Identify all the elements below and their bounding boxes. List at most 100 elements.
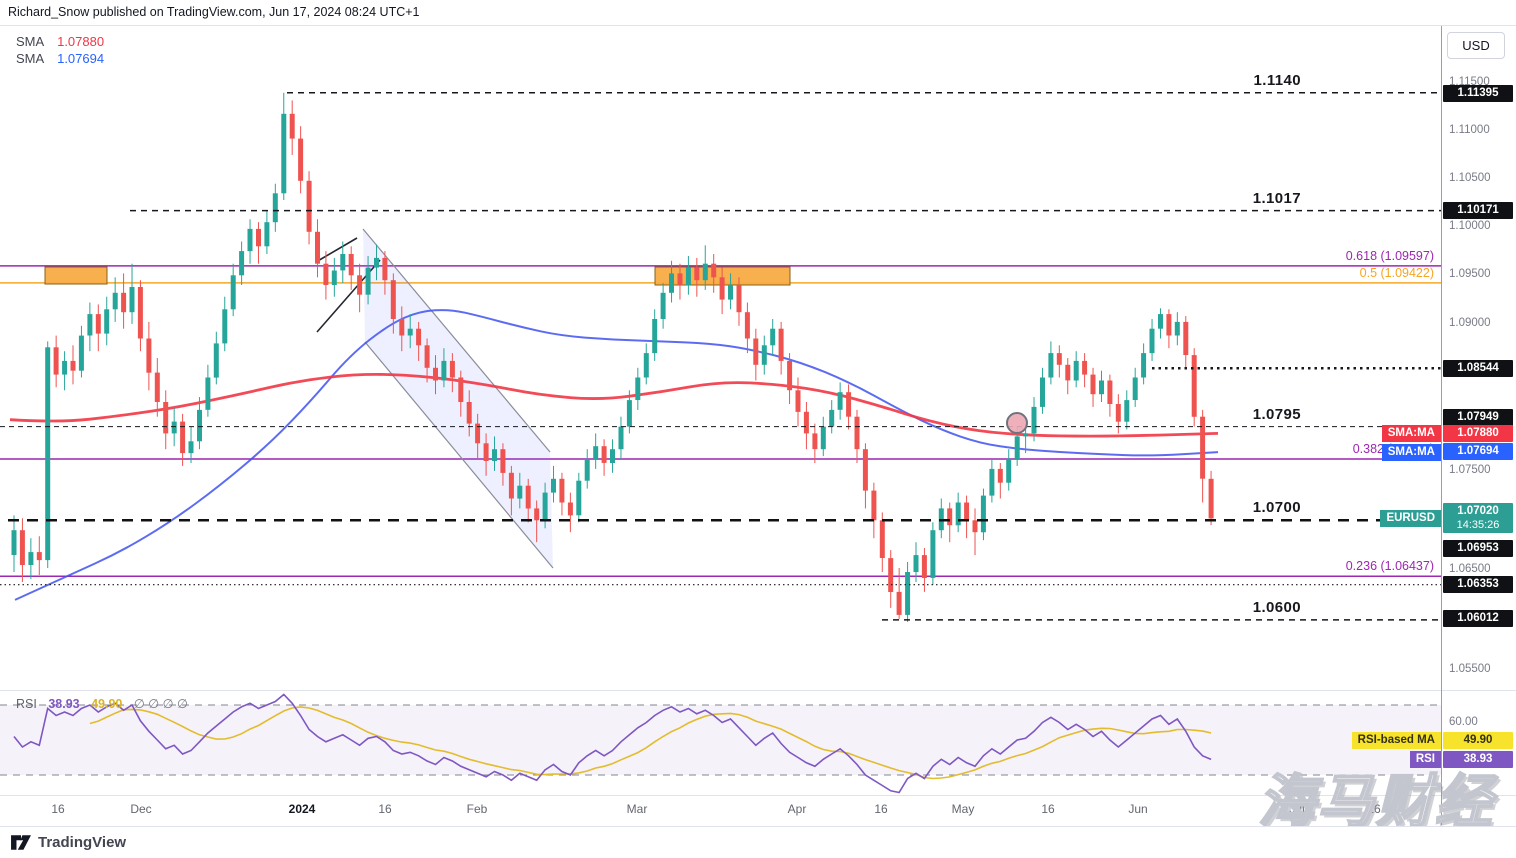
sma-fast-legend: SMA 1.07880 [16,33,104,50]
level-label-0.618-1.09597-: 0.618 (1.09597) [1345,248,1434,263]
time-tick-Mar[interactable]: Mar [626,802,648,816]
candle-body [1090,374,1096,395]
footer-bar: TradingView [0,826,1516,858]
supply-zone-box[interactable] [44,266,108,285]
candles [11,92,1214,622]
axis-separator [0,795,1516,796]
tradingview-logo[interactable]: TradingView [10,833,126,852]
candle-body [1065,364,1071,381]
scale-chip-rsi: RSI [1409,751,1441,769]
candle-body [778,328,784,361]
candle-body [112,292,118,310]
scale-chip-eurusd: EURUSD [1380,510,1441,528]
time-tick-Jun[interactable]: Jun [1128,802,1148,816]
candle-body [298,138,304,181]
level-label-1.1017: 1.1017 [1252,189,1301,207]
rsi-ma-line[interactable] [89,706,1212,780]
candle-body [53,347,59,375]
candle-body [576,480,582,516]
level-label-0.236-1.06437-: 0.236 (1.06437) [1345,559,1434,574]
channel-upper-line[interactable] [362,228,551,453]
candle-body [930,530,936,578]
candle-body [711,263,717,278]
price-tick-1.10500: 1.10500 [1449,171,1491,184]
candle-body [315,231,320,264]
candle-body [36,552,42,561]
price-scale[interactable]: 1.11500 1.11000 1.10500 1.10000 1.09500 1.090… [1441,25,1516,825]
candle-body [879,520,885,558]
candle-body [449,360,455,378]
candle-body [1191,355,1197,417]
price-badge-1.10171: 1.10171 [1443,202,1513,220]
price-scale-divider[interactable] [1441,25,1442,825]
price-badge-38.93: 38.93 [1443,750,1513,768]
candle-body [390,280,396,319]
currency-toggle-button[interactable]: USD [1447,32,1505,59]
level-label-1.1140: 1.1140 [1253,71,1301,89]
sma-slow-label: SMA [16,51,44,66]
candle-body [1141,353,1147,378]
candle-body [180,421,186,454]
channel-fill[interactable] [363,229,553,568]
time-tick-16[interactable]: 16 [51,802,65,816]
candle-body [272,193,278,223]
candle-body [947,508,953,526]
candle-body [1208,478,1214,519]
time-tick-Dec[interactable]: Dec [130,802,152,816]
time-tick-Apr[interactable]: Apr [787,802,807,816]
trendline[interactable] [315,237,358,263]
candle-body [508,472,514,499]
candle-body [567,502,573,516]
candle-body [188,441,194,454]
candle-body [1166,314,1172,336]
time-tick-Feb[interactable]: Feb [466,802,488,816]
candle-body [466,402,472,424]
candle-body [256,228,261,247]
price-tick-1.05500: 1.05500 [1449,663,1491,676]
sma-fast-line[interactable] [9,372,1219,438]
candle-body [559,478,565,503]
tradingview-logo-icon [11,835,31,850]
time-tick-2024[interactable]: 2024 [288,802,316,816]
sma-fast-label: SMA [16,34,44,49]
candle-body [104,309,110,334]
candle-body [1149,328,1155,354]
sma-slow-line[interactable] [14,309,1219,601]
time-tick-Jul[interactable]: Jul [1289,802,1305,816]
candle-body [483,443,489,461]
candle-body [70,360,76,371]
candle-body [197,409,202,442]
candle-body [62,360,68,375]
candle-body [812,433,818,450]
candle-body [1073,360,1079,381]
candle-body [1107,380,1113,404]
time-axis[interactable]: 16 Dec 2024 16 Feb Mar Apr 16 May 16 Jun Jul 16 [0,796,1441,825]
time-tick-16[interactable]: 16 [1367,802,1381,816]
rsi-line[interactable] [13,693,1212,794]
candle-body [972,520,978,533]
time-tick-16[interactable]: 16 [378,802,392,816]
candle-body [492,449,497,461]
candle-body [475,423,481,444]
candle-body [820,426,826,450]
candle-body [534,508,540,521]
chart-canvas[interactable] [0,0,1441,796]
candle-body [247,228,253,252]
candle-body [694,267,700,281]
time-tick-16[interactable]: 16 [1041,802,1055,816]
candle-body [669,273,674,293]
channel-lower-line[interactable] [364,341,554,569]
price-tick-1.11000: 1.11000 [1449,123,1490,136]
tradingview-logo-text: TradingView [38,834,127,851]
candle-body [525,485,531,509]
time-tick-16[interactable]: 16 [874,802,888,816]
candle-body [753,338,759,365]
candle-body [323,263,329,285]
candle-body [374,257,379,268]
candle-body [837,392,843,410]
price-badge-1.07694: 1.07694 [1443,443,1513,461]
candle-body [955,502,961,526]
time-tick-May[interactable]: May [951,802,975,816]
crossover-circle-marker[interactable] [1006,412,1028,434]
pane-separator[interactable] [0,690,1516,691]
